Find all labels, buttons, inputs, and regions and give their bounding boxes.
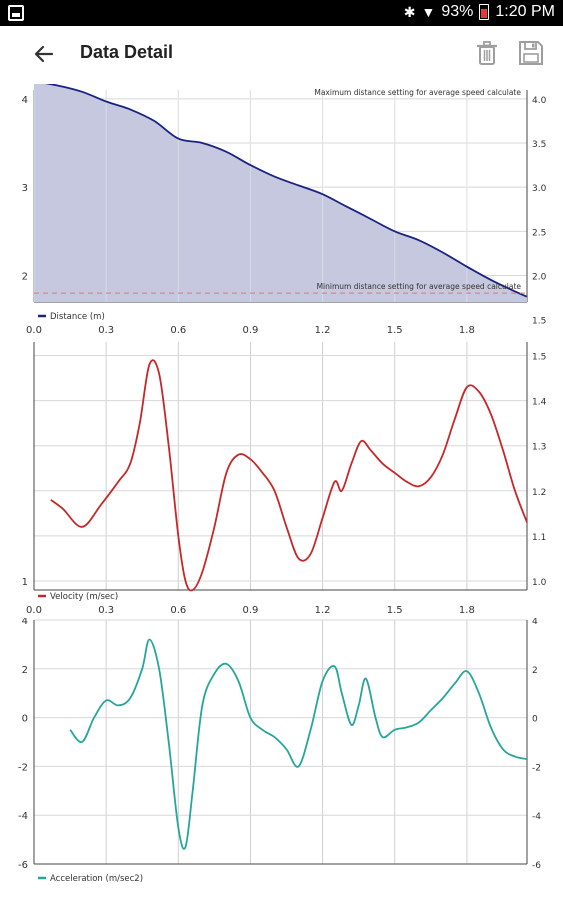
y-tick-label-right: 1.5 [532,353,546,363]
battery-icon [479,4,490,20]
x-tick-label: 1.5 [387,325,403,336]
save-icon[interactable] [516,38,546,68]
y-tick-label-right: 2 [532,666,538,676]
y-tick-label-right: 0 [532,715,538,725]
y-tick-label-right: 1.0 [532,578,547,588]
y-tick-label-right: 1.5 [532,317,546,327]
x-tick-label: 0.3 [98,605,114,616]
annotation-label: Minimum distance setting for average spe… [317,282,522,291]
y-tick-label-right: 2.0 [532,273,547,283]
y-tick-label-right: -4 [532,812,541,822]
series-line [69,638,528,850]
legend-label: Acceleration (m/sec2) [50,874,143,884]
y-tick-label-left: 2 [22,272,28,283]
clock: 1:20 PM [495,3,555,20]
x-tick-label: 0.0 [26,605,42,616]
series-line [50,359,528,592]
y-tick-label-right: 4 [532,618,538,627]
app-bar: Data Detail [0,26,563,82]
y-tick-label-right: 1.2 [532,488,546,498]
legend-label: Distance (m) [50,312,105,322]
x-tick-label: 0.6 [170,325,186,336]
x-tick-label: 0.6 [170,605,186,616]
page-title: Data Detail [80,42,174,62]
x-tick-label: 0.9 [242,325,258,336]
acceleration-chart: -6 -4 -2 0 2 4 -6 -4 -2 0 2 4 Acceleration (m/sec2) [18,618,541,884]
y-tick-label-left: 1 [22,577,28,588]
bluetooth-icon: ✱ [403,3,416,20]
y-tick-label-right: 2.5 [532,228,546,238]
y-tick-label-right: 1.1 [532,533,546,543]
x-tick-label: 1.5 [387,605,403,616]
y-tick-label-left: 0 [22,714,28,725]
y-tick-label-left: -2 [18,762,28,773]
y-tick-label-left: 4 [22,95,28,106]
x-tick-label: 0.9 [242,605,258,616]
status-icons: ✱ ▼ 93% 1:20 PM [404,3,555,21]
x-tick-label: 1.8 [459,325,475,336]
y-tick-label-right: 1.4 [532,398,547,408]
y-tick-label-right: -6 [532,861,541,871]
series-area [34,84,527,302]
x-tick-label: 0.3 [98,325,114,336]
wifi-icon: ▼ [421,4,436,20]
velocity-chart: 0.0 0.3 0.6 0.9 1.2 1.5 1.8 1 1.0 1.1 1.2 1.3 1.4 1.5… [22,342,547,616]
trash-icon[interactable] [472,38,502,68]
x-tick-label: 0.0 [26,325,42,336]
y-tick-label-right: 1.3 [532,443,546,453]
y-tick-label-right: 3.0 [532,184,547,194]
y-tick-label-right: -2 [532,763,541,773]
legend-label: Velocity (m/sec) [50,592,118,602]
x-tick-label: 1.2 [315,325,331,336]
y-tick-label-left: -6 [18,860,28,871]
battery-percent: 93% [441,3,474,20]
status-bar: ✱ ▼ 93% 1:20 PM [0,0,563,26]
back-arrow-icon[interactable] [30,40,58,68]
y-tick-label-right: 4.0 [532,96,547,106]
y-tick-label-left: 4 [22,618,28,627]
y-tick-label-left: 3 [22,183,28,194]
x-tick-label: 1.8 [459,605,475,616]
annotation-label: Maximum distance setting for average spe… [314,88,521,97]
distance-chart: Maximum distance setting for average spe… [22,84,547,336]
series-line [45,84,528,298]
y-tick-label-left: -4 [18,811,28,822]
y-tick-label-right: 3.5 [532,140,546,150]
x-tick-label: 1.2 [315,605,331,616]
gallery-icon [8,5,24,21]
y-tick-label-left: 2 [22,665,28,676]
